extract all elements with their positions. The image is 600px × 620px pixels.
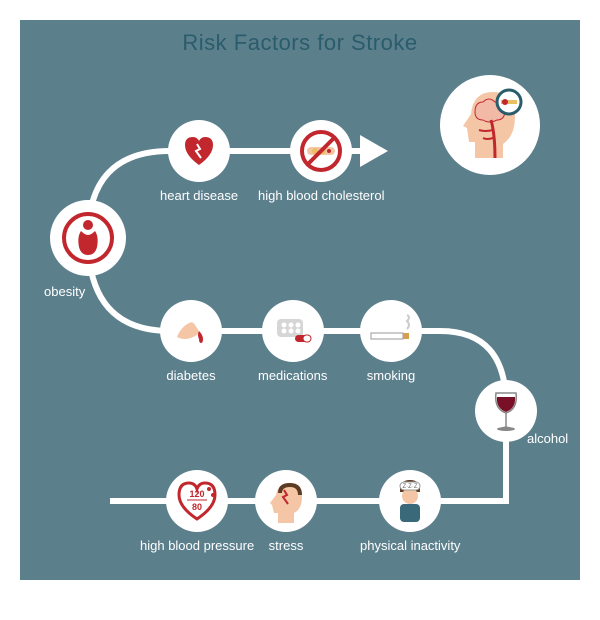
factor-obesity: obesity <box>50 200 126 276</box>
cholesterol-icon <box>290 120 352 182</box>
factor-label: physical inactivity <box>360 538 460 553</box>
medications-icon <box>262 300 324 362</box>
infographic-canvas: Risk Factors for Stroke obesityheart dis… <box>20 20 580 580</box>
factor-label: diabetes <box>166 368 215 383</box>
diabetes-icon <box>160 300 222 362</box>
svg-text:120: 120 <box>190 489 205 499</box>
factor-stress: stress <box>255 470 317 553</box>
smoking-icon <box>360 300 422 362</box>
factor-heart_disease: heart disease <box>160 120 238 203</box>
factor-medications: medications <box>258 300 327 383</box>
obesity-icon <box>50 200 126 276</box>
heart_disease-icon <box>168 120 230 182</box>
factor-cholesterol: high blood cholesterol <box>258 120 384 203</box>
physical_inactivity-icon: Z·Z·Z <box>379 470 441 532</box>
factor-label: medications <box>258 368 327 383</box>
factor-label: stress <box>269 538 304 553</box>
blood_pressure-icon: 12080 <box>166 470 228 532</box>
factor-physical_inactivity: Z·Z·Z physical inactivity <box>360 470 460 553</box>
svg-text:Z·Z·Z: Z·Z·Z <box>403 484 418 490</box>
factor-diabetes: diabetes <box>160 300 222 383</box>
factor-label: obesity <box>44 284 85 299</box>
brain-head-icon <box>445 80 535 170</box>
factor-label: alcohol <box>527 431 568 446</box>
svg-text:80: 80 <box>192 502 202 512</box>
destination-stroke <box>440 75 540 175</box>
factor-label: smoking <box>367 368 415 383</box>
factor-label: high blood pressure <box>140 538 254 553</box>
factor-label: high blood cholesterol <box>258 188 384 203</box>
factor-smoking: smoking <box>360 300 422 383</box>
factor-blood_pressure: 12080high blood pressure <box>140 470 254 553</box>
factor-alcohol: alcohol <box>475 380 537 442</box>
factor-label: heart disease <box>160 188 238 203</box>
stress-icon <box>255 470 317 532</box>
